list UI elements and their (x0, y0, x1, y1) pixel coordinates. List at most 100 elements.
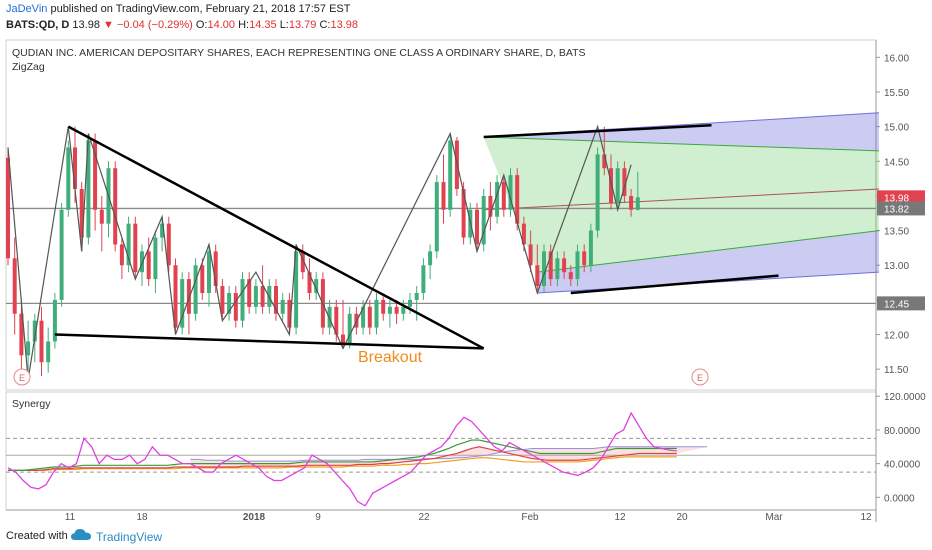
candle (421, 258, 426, 300)
candle-body (629, 195, 634, 210)
candle-body (26, 341, 31, 356)
candle-body (367, 306, 372, 328)
candle (220, 279, 225, 321)
candle-body (227, 292, 232, 314)
candle-body (173, 265, 178, 328)
high-label: H: (238, 19, 250, 31)
candle-body (401, 306, 406, 314)
candle-body (113, 168, 118, 245)
candle-body (253, 286, 258, 307)
candle-body (86, 140, 91, 238)
candle-body (260, 286, 265, 307)
time-tick-label: 12 (860, 512, 872, 523)
candle (240, 272, 245, 328)
candle-body (193, 265, 198, 314)
tradingview-brand[interactable]: TradingView (96, 530, 163, 544)
candle-body (180, 279, 185, 328)
candle (575, 244, 580, 287)
candle (367, 299, 372, 335)
candle (233, 286, 238, 328)
open-value: 14.00 (207, 19, 236, 31)
candle (481, 189, 486, 252)
open-label: O: (195, 19, 208, 31)
candle (448, 133, 453, 217)
candle-body (508, 175, 513, 210)
candle-body (46, 341, 51, 363)
indicator-tick-label: 120.0000 (884, 392, 926, 403)
trendline (54, 333, 484, 350)
price-label-box (877, 190, 925, 205)
trendline (570, 274, 779, 295)
candle-body (635, 197, 640, 210)
candle (595, 147, 600, 238)
candle-body (160, 223, 165, 238)
price-tick-label: 13.50 (884, 227, 909, 238)
candle-body (341, 334, 345, 345)
ohlc-line: BATS:QD, D 13.98 ▼ −0.04 (−0.29%) O:14.0… (6, 19, 358, 31)
time-tick-label: 18 (136, 512, 148, 523)
time-tick-label: 9 (315, 512, 321, 523)
candle (615, 161, 620, 210)
candle (622, 161, 627, 203)
candle-body (233, 292, 238, 321)
candle-body (19, 313, 24, 356)
candle (59, 202, 64, 307)
publish-header: JaDeVin published on TradingView.com, Fe… (0, 0, 932, 38)
candle-body (66, 147, 71, 210)
synergy-lavender-line (190, 446, 708, 462)
candle-body (441, 182, 446, 210)
candle-body (588, 230, 593, 266)
price-pane (5, 39, 877, 391)
candle-body (186, 279, 191, 314)
author-link[interactable]: JaDeVin (6, 3, 48, 15)
candle-body (615, 168, 620, 203)
candle (207, 244, 211, 307)
candle (548, 244, 553, 287)
candle-body (475, 209, 479, 245)
candle (387, 299, 392, 328)
candle (227, 286, 232, 321)
candle (79, 182, 84, 252)
candle (173, 258, 178, 335)
low-value: 13.79 (288, 19, 317, 31)
candle (635, 171, 640, 211)
candle-body (414, 292, 419, 300)
candle-body (408, 299, 412, 307)
tradingview-cloud-icon[interactable] (70, 528, 92, 542)
candle-body (73, 147, 77, 190)
trendline (483, 123, 712, 139)
close-value: 13.98 (330, 19, 358, 31)
zigzag-indicator-label: ZigZag (12, 61, 45, 73)
change-down-icon: ▼ (103, 19, 114, 31)
candle (568, 265, 573, 287)
created-with-text: Created with (6, 530, 68, 542)
candle (46, 327, 51, 373)
candle (414, 286, 419, 321)
earnings-marker: E (691, 368, 709, 386)
candle (495, 175, 500, 224)
indicator-tick-label: 80.0000 (884, 426, 921, 437)
candle (307, 258, 312, 300)
pitchfork-line-median (483, 188, 880, 211)
candle-body (119, 244, 124, 266)
candle (247, 272, 252, 314)
candle (146, 237, 151, 287)
price-tick-label: 15.00 (884, 123, 909, 134)
candle (52, 292, 57, 349)
candle-body (294, 251, 299, 328)
price-label-box (877, 296, 925, 311)
candle (99, 195, 104, 252)
candle (12, 237, 17, 335)
candle-body (488, 195, 493, 217)
earnings-marker-label: E (697, 373, 703, 383)
candle-body (361, 306, 366, 328)
candle-body (347, 313, 352, 345)
earnings-marker-label: E (19, 373, 25, 383)
candle (488, 182, 493, 231)
price-label-text: 13.98 (884, 193, 909, 204)
time-tick-label: 22 (418, 512, 430, 523)
candle-body (39, 320, 44, 363)
published-text: published on TradingView.com, February 2… (50, 3, 351, 15)
footer: Created with TradingView (0, 522, 932, 550)
